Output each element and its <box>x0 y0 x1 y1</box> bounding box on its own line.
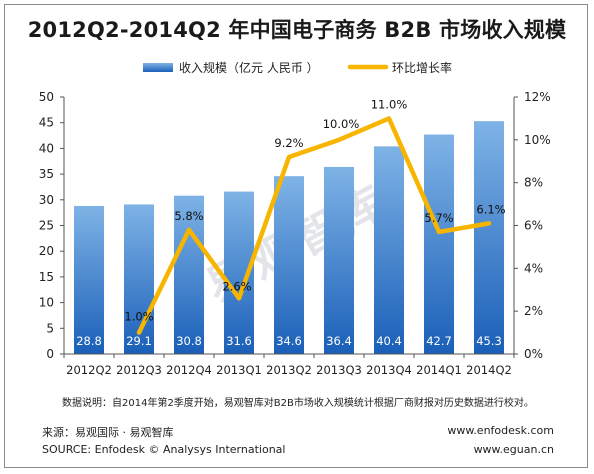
y-left-tick-label: 30 <box>39 193 54 207</box>
growth-rate-label: 5.7% <box>424 211 453 225</box>
source-cn: 来源：易观国际 · 易观智库 <box>42 426 174 439</box>
y-left-tick-label: 0 <box>46 347 54 361</box>
y-right-tick-label: 4% <box>524 261 543 275</box>
y-left-tick-label: 10 <box>39 296 54 310</box>
y-right-tick-label: 8% <box>524 176 543 190</box>
bar-value-label: 42.7 <box>426 334 452 348</box>
y-right-tick-label: 2% <box>524 304 543 318</box>
growth-rate-label: 6.1% <box>476 202 505 216</box>
bar <box>374 146 404 354</box>
bar-value-label: 34.6 <box>276 334 302 348</box>
x-tick-label: 2013Q1 <box>216 363 262 377</box>
bar-value-label: 40.4 <box>376 334 402 348</box>
x-tick-label: 2013Q3 <box>316 363 362 377</box>
bar <box>74 205 104 354</box>
legend-line-label: 环比增长率 <box>392 60 452 75</box>
bar-value-label: 31.6 <box>226 334 252 348</box>
x-tick-label: 2014Q2 <box>466 363 512 377</box>
x-tick-label: 2012Q4 <box>166 363 212 377</box>
x-tick-label: 2014Q1 <box>416 363 462 377</box>
growth-rate-label: 2.6% <box>222 279 251 293</box>
legend-bar-label: 收入规模（亿元 人民币 ） <box>179 60 319 75</box>
y-left-tick-label: 25 <box>39 219 54 233</box>
bar <box>324 166 354 354</box>
x-tick-label: 2013Q2 <box>266 363 312 377</box>
bar <box>474 121 504 355</box>
y-left-tick-label: 20 <box>39 244 54 258</box>
y-left-tick-label: 5 <box>46 321 54 335</box>
bar-value-label: 29.1 <box>126 334 152 348</box>
y-left-tick-label: 40 <box>39 141 54 155</box>
growth-rate-label: 11.0% <box>371 97 408 111</box>
growth-rate-label: 1.0% <box>124 310 153 324</box>
x-tick-label: 2013Q4 <box>366 363 412 377</box>
legend-bar-swatch <box>143 63 173 72</box>
y-right-tick-label: 6% <box>524 219 543 233</box>
bar-value-label: 30.8 <box>176 334 202 348</box>
y-left-tick-label: 35 <box>39 167 54 181</box>
growth-rate-label: 10.0% <box>323 117 360 131</box>
bar-value-label: 45.3 <box>476 334 502 348</box>
url-eguan: www.eguan.cn <box>473 443 554 456</box>
bar <box>174 195 204 354</box>
url-enfodesk: www.enfodesk.com <box>447 424 554 437</box>
y-right-tick-label: 0% <box>524 347 543 361</box>
x-tick-label: 2012Q3 <box>116 363 162 377</box>
bar <box>274 176 304 354</box>
chart-title: 2012Q2-2014Q2 年中国电子商务 B2B 市场收入规模 <box>27 18 567 42</box>
y-left-tick-label: 15 <box>39 270 54 284</box>
bar-value-label: 28.8 <box>76 334 102 348</box>
data-note: 数据说明：自2014年第2季度开始，易观智库对B2B市场收入规模统计根据厂商财报… <box>62 398 534 409</box>
y-left-tick-label: 50 <box>39 90 54 104</box>
source-en: SOURCE: Enfodesk © Analysys Internationa… <box>42 443 286 456</box>
y-right-tick-label: 10% <box>524 133 551 147</box>
y-right-tick-label: 12% <box>524 90 551 104</box>
bar-value-label: 36.4 <box>326 334 352 348</box>
x-tick-label: 2012Q2 <box>66 363 112 377</box>
growth-rate-label: 9.2% <box>274 136 303 150</box>
growth-rate-label: 5.8% <box>174 209 203 223</box>
bar <box>424 134 454 354</box>
growth-rate-line <box>136 116 492 335</box>
y-left-tick-label: 45 <box>39 116 54 130</box>
